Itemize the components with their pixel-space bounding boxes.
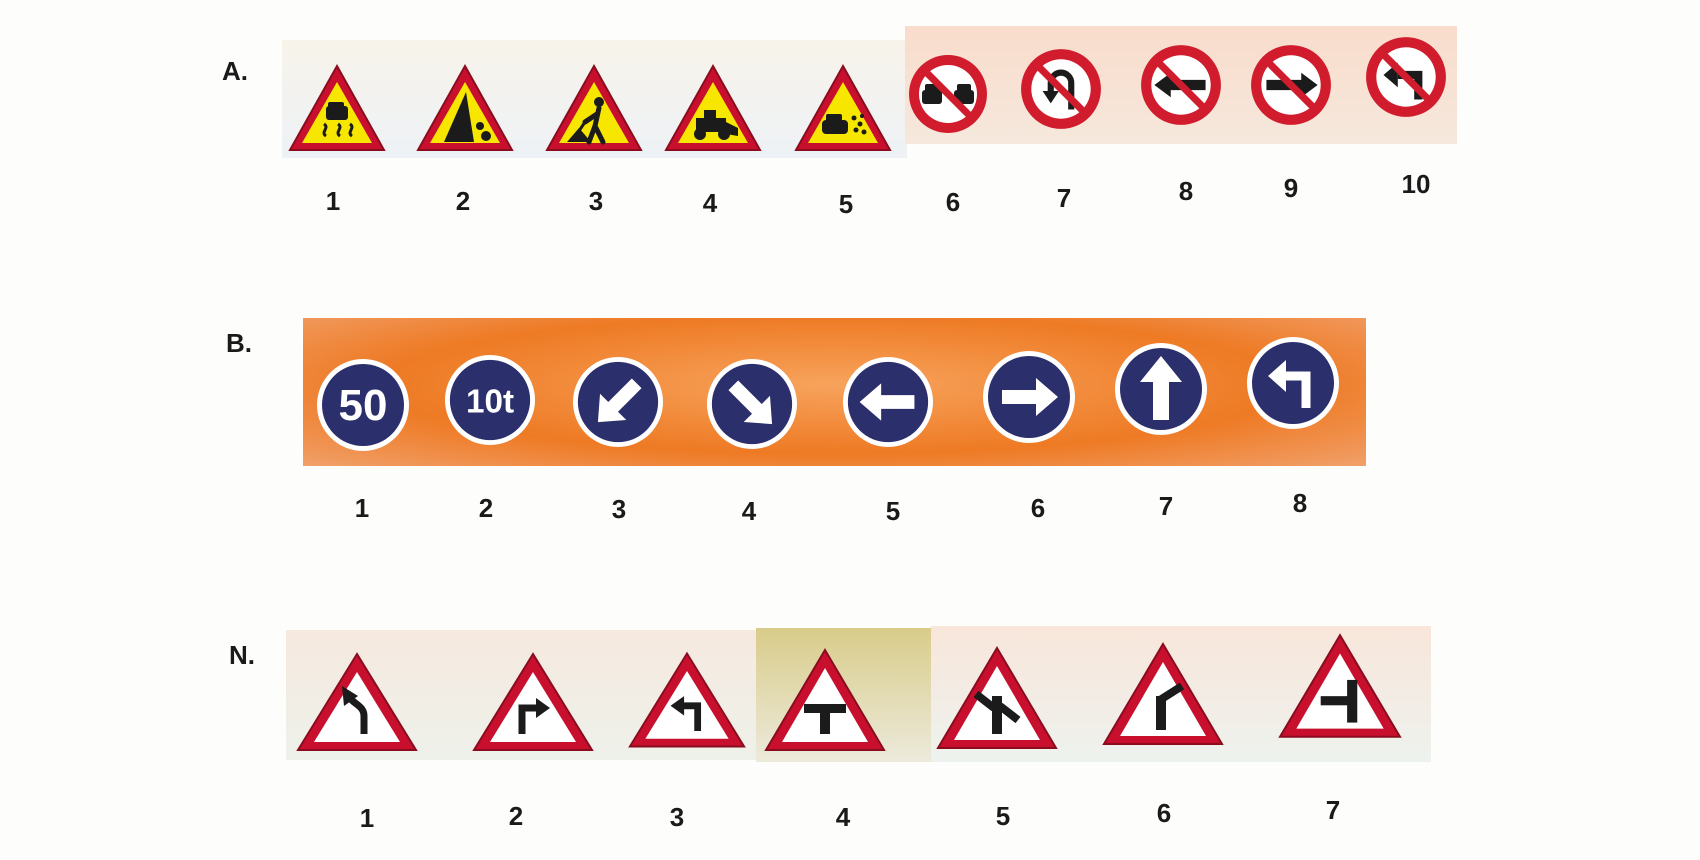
turn-left-ahead-icon bbox=[628, 651, 746, 748]
section-label-n: N. bbox=[229, 640, 255, 670]
no-u-turn-icon bbox=[1021, 49, 1101, 129]
side-road-left-icon bbox=[1278, 633, 1402, 738]
section-label-b: B. bbox=[226, 328, 252, 358]
y-junction-right-icon bbox=[936, 646, 1058, 749]
sign-number: 4 bbox=[741, 496, 757, 526]
weight-limit-text: 10t bbox=[466, 384, 514, 421]
sign-number: 2 bbox=[508, 801, 524, 831]
sign-number: 1 bbox=[359, 803, 375, 833]
sign-number: 4 bbox=[702, 188, 718, 218]
section-label-a: A. bbox=[222, 56, 248, 86]
sign-number: 6 bbox=[1030, 493, 1046, 523]
keep-left-down-icon bbox=[572, 356, 664, 448]
right-arrow-icon bbox=[983, 351, 1075, 443]
sign-number: 7 bbox=[1325, 795, 1341, 825]
no-right-arrow-icon bbox=[1251, 45, 1331, 125]
sign-number: 3 bbox=[669, 802, 685, 832]
sign-number: 7 bbox=[1056, 183, 1072, 213]
turn-left-icon bbox=[1247, 337, 1339, 429]
speed-limit-icon: 50 bbox=[317, 359, 409, 451]
sign-number: 4 bbox=[835, 802, 851, 832]
sign-number: 3 bbox=[611, 494, 627, 524]
sign-number: 10 bbox=[1401, 169, 1431, 199]
t-junction-icon bbox=[764, 648, 886, 751]
no-overtaking-icon bbox=[909, 55, 987, 133]
sign-number: 8 bbox=[1178, 176, 1194, 206]
sign-number: 5 bbox=[838, 189, 854, 219]
sign-number: 1 bbox=[354, 493, 370, 523]
sign-number: 6 bbox=[945, 187, 961, 217]
up-arrow-icon bbox=[1115, 343, 1207, 435]
sign-number: 2 bbox=[455, 186, 471, 216]
speed-limit-text: 50 bbox=[339, 381, 388, 430]
y-junction-left-icon bbox=[1102, 642, 1224, 745]
falling-rocks-icon bbox=[416, 63, 514, 151]
turn-right-ahead-icon bbox=[472, 652, 594, 751]
sign-number: 7 bbox=[1158, 491, 1174, 521]
curve-left-icon bbox=[296, 652, 418, 751]
left-arrow-icon bbox=[842, 356, 934, 448]
sign-number: 6 bbox=[1156, 798, 1172, 828]
sign-number: 9 bbox=[1283, 173, 1299, 203]
slippery-road-icon bbox=[288, 63, 386, 151]
sign-number: 2 bbox=[478, 493, 494, 523]
sign-number: 8 bbox=[1292, 488, 1308, 518]
no-left-turn-icon bbox=[1366, 37, 1446, 117]
road-works-icon bbox=[545, 63, 643, 151]
no-left-arrow-icon bbox=[1141, 45, 1221, 125]
weight-limit-icon: 10t bbox=[444, 354, 536, 446]
sign-number: 5 bbox=[885, 496, 901, 526]
sign-number: 1 bbox=[325, 186, 341, 216]
road-machinery-icon bbox=[664, 63, 762, 151]
sign-number: 3 bbox=[588, 186, 604, 216]
sign-number: 5 bbox=[995, 801, 1011, 831]
loose-gravel-icon bbox=[794, 63, 892, 151]
keep-right-down-icon bbox=[706, 358, 798, 450]
